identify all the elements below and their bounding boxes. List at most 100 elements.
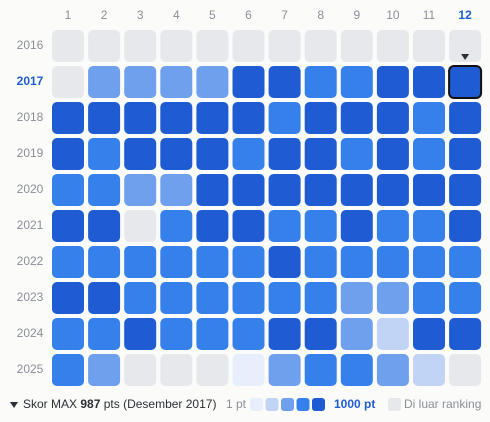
highlight-marker [461, 54, 470, 60]
outside-label: Di luar ranking [404, 397, 481, 411]
cell [88, 210, 121, 242]
cell [449, 354, 482, 386]
cell [304, 354, 337, 386]
cell [413, 354, 445, 386]
cell [413, 246, 445, 278]
legend-swatch [250, 398, 263, 411]
cell [196, 66, 229, 98]
row-label: 2018 [17, 110, 44, 124]
cell [196, 354, 229, 386]
cell [304, 138, 337, 170]
cell [160, 354, 193, 386]
row-label: 2022 [17, 254, 44, 268]
cell [124, 318, 157, 350]
max-value: 987 [80, 397, 100, 411]
cell [124, 174, 157, 206]
cell [304, 30, 337, 62]
column-label: 4 [173, 8, 180, 22]
row-label: 2024 [17, 326, 44, 340]
cell [232, 66, 265, 98]
cell [52, 246, 84, 278]
cell [449, 282, 482, 314]
cell [160, 30, 193, 62]
cell [340, 210, 373, 242]
column-label: 3 [137, 8, 144, 22]
outside-swatch [388, 398, 401, 411]
column-label: 6 [245, 8, 252, 22]
cell [160, 282, 193, 314]
cell [449, 210, 482, 242]
cell [268, 210, 301, 242]
cell [304, 102, 337, 134]
cell [448, 65, 483, 99]
cell [88, 138, 121, 170]
cell [232, 246, 265, 278]
cell [52, 30, 84, 62]
cell [376, 174, 409, 206]
cell [88, 282, 121, 314]
max-label: Skor MAX [23, 397, 77, 411]
legend-min: 1 pt [226, 397, 247, 411]
cell [268, 246, 301, 278]
legend-max: 1000 pt [334, 397, 375, 411]
cell [413, 66, 445, 98]
cell [52, 210, 84, 242]
cell [232, 318, 265, 350]
cell [376, 246, 409, 278]
cell [124, 354, 157, 386]
cell [124, 246, 157, 278]
column-label: 9 [353, 8, 360, 22]
cell [304, 246, 337, 278]
column-label: 8 [317, 8, 324, 22]
cell [52, 102, 84, 134]
column-label: 5 [209, 8, 216, 22]
column-label: 7 [281, 8, 288, 22]
cell [268, 30, 301, 62]
cell [124, 138, 157, 170]
cell [340, 102, 373, 134]
cell [340, 246, 373, 278]
cell [160, 102, 193, 134]
cell [124, 102, 157, 134]
cell [268, 354, 301, 386]
cell [413, 102, 445, 134]
cell [376, 210, 409, 242]
cell [160, 210, 193, 242]
cell [340, 138, 373, 170]
column-label: 2 [101, 8, 108, 22]
cell [160, 66, 193, 98]
cell [449, 30, 482, 62]
cell [124, 210, 157, 242]
cell [232, 354, 265, 386]
cell [196, 138, 229, 170]
cell [340, 30, 373, 62]
cell [196, 318, 229, 350]
cell [160, 174, 193, 206]
cell [376, 66, 409, 98]
cell [88, 354, 121, 386]
cell [376, 318, 409, 350]
cell [304, 282, 337, 314]
cell [413, 30, 445, 62]
cell [160, 318, 193, 350]
cell [340, 282, 373, 314]
cell [340, 66, 373, 98]
cell [232, 102, 265, 134]
cell [88, 246, 121, 278]
cell [449, 138, 482, 170]
cell [196, 102, 229, 134]
cell [268, 282, 301, 314]
legend-swatch [312, 398, 325, 411]
row-label: 2021 [17, 218, 44, 232]
cell [160, 138, 193, 170]
cell [340, 174, 373, 206]
cell [232, 282, 265, 314]
cell [232, 30, 265, 62]
row-label: 2016 [17, 38, 44, 52]
column-label: 11 [423, 8, 436, 22]
cell [340, 354, 373, 386]
cell [88, 30, 121, 62]
cell [268, 174, 301, 206]
cell [449, 102, 482, 134]
cell [52, 354, 84, 386]
